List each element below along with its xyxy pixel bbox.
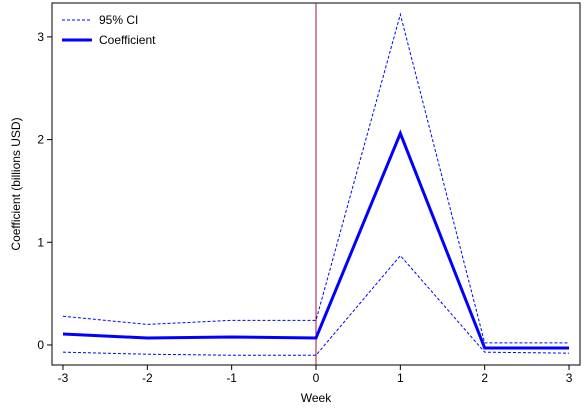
y-tick-label: 1: [37, 235, 44, 249]
line: [62, 129, 570, 350]
legend-label: 95% CI: [99, 13, 138, 27]
y-tick-label: 0: [37, 338, 44, 352]
line: [62, 12, 570, 344]
legend-label: Coefficient: [99, 33, 156, 47]
x-tick-label: 0: [313, 371, 320, 385]
y-tick-label: 3: [37, 30, 44, 44]
x-tick-label: -1: [226, 371, 237, 385]
x-axis-label: Week: [301, 391, 332, 405]
y-axis-label: Coefficient (billions USD): [9, 117, 23, 250]
line: [62, 254, 570, 356]
x-tick-label: -2: [142, 371, 153, 385]
x-tick-label: -3: [58, 371, 69, 385]
x-tick-label: 3: [566, 371, 573, 385]
x-tick-label: 1: [397, 371, 404, 385]
x-tick-label: 2: [481, 371, 488, 385]
y-tick-label: 2: [37, 133, 44, 147]
